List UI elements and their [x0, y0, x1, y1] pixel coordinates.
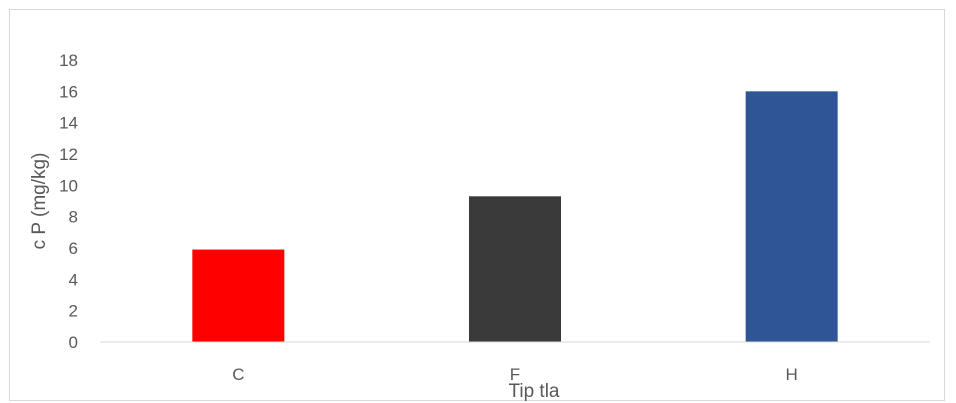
x-tick-label: H — [786, 365, 798, 384]
bar-f — [469, 196, 561, 342]
x-tick-label: C — [232, 365, 244, 384]
x-tick-label: F — [510, 365, 520, 384]
y-tick-label: 8 — [69, 208, 78, 227]
y-axis-title: c P (mg/kg) — [29, 153, 50, 250]
y-tick-label: 0 — [69, 333, 78, 352]
y-tick-label: 16 — [59, 82, 78, 101]
y-tick-label: 14 — [59, 114, 78, 133]
y-axis-ticks: 0 2 4 6 8 10 12 14 16 18 — [59, 51, 78, 352]
y-tick-label: 4 — [69, 270, 78, 289]
y-tick-label: 18 — [59, 51, 78, 70]
y-tick-label: 12 — [59, 145, 78, 164]
bar-c — [192, 249, 285, 342]
x-axis-title: Tip tla — [508, 381, 559, 402]
bars — [192, 91, 838, 342]
y-tick-label: 6 — [69, 239, 78, 258]
y-tick-label: 2 — [69, 302, 78, 321]
y-tick-label: 10 — [59, 176, 78, 195]
bar-h — [745, 91, 838, 342]
